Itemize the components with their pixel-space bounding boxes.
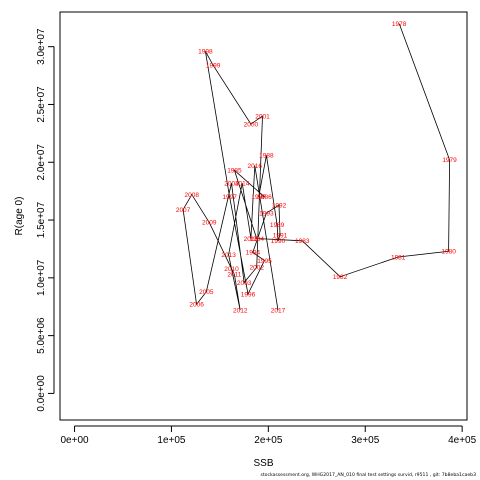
- year-label-2014: 2014: [235, 180, 250, 187]
- y-axis-title: R(age 0): [14, 197, 25, 236]
- year-label-2012: 2012: [233, 307, 248, 314]
- year-label-2011: 2011: [227, 272, 241, 279]
- year-label-1980: 1980: [441, 249, 456, 256]
- year-label-1991: 1991: [273, 232, 288, 239]
- year-label-2008: 2008: [185, 192, 200, 199]
- year-label-2004: 2004: [224, 180, 239, 187]
- y-tick-label: 0.0e+00: [36, 375, 47, 412]
- y-tick-label: 2.5e+07: [36, 86, 47, 123]
- year-label-2016: 2016: [248, 163, 263, 170]
- year-label-1996: 1996: [241, 291, 256, 298]
- x-tick-label: 0e+00: [60, 435, 89, 446]
- year-label-2006: 2006: [189, 302, 204, 309]
- year-label-1984: 1984: [249, 236, 264, 243]
- year-label-1988: 1988: [259, 153, 274, 160]
- year-label-1985: 1985: [227, 168, 242, 175]
- year-label-1982: 1982: [333, 274, 348, 281]
- year-label-2002: 2002: [249, 265, 264, 272]
- year-label-2015: 2015: [244, 236, 259, 243]
- footer-caption: stockassessment.org, WHG2017_AN_010 fina…: [260, 473, 476, 478]
- year-label-2000: 2000: [244, 121, 259, 128]
- year-label-1990: 1990: [271, 238, 286, 245]
- year-label-1997: 1997: [222, 194, 237, 201]
- year-label-1987: 1987: [251, 194, 266, 201]
- y-tick-label: 2.0e+07: [36, 144, 47, 181]
- year-label-2009: 2009: [202, 220, 217, 227]
- year-label-1979: 1979: [442, 157, 457, 164]
- year-label-2003: 2003: [237, 280, 252, 287]
- year-label-2010: 2010: [224, 266, 239, 273]
- x-tick-label: 1e+05: [157, 435, 186, 446]
- y-tick-label: 3.0e+07: [36, 28, 47, 65]
- year-label-1983: 1983: [295, 238, 310, 245]
- y-tick-label: 1.5e+07: [36, 201, 47, 238]
- year-label-1995: 1995: [257, 258, 272, 265]
- axes: 0e+00 1e+05 2e+05 3e+05 4e+05 0.0e+00 5.0e+06 1…: [36, 28, 477, 446]
- year-label-1999: 1999: [206, 62, 221, 69]
- year-label-2017: 2017: [271, 307, 286, 314]
- year-label-2013: 2013: [221, 252, 236, 259]
- x-tick-label: 2e+05: [254, 435, 283, 446]
- y-tick-label: 5.0e+06: [36, 317, 47, 354]
- y-tick-label: 1.0e+07: [36, 259, 47, 296]
- series-path-group: [182, 23, 451, 311]
- year-label-1998: 1998: [198, 49, 213, 56]
- year-label-1993: 1993: [259, 210, 274, 217]
- x-tick-label: 3e+05: [351, 435, 380, 446]
- x-axis-title: SSB: [253, 458, 273, 469]
- x-tick-label: 4e+05: [448, 435, 477, 446]
- year-label-1992: 1992: [272, 202, 287, 209]
- year-label-1986: 1986: [257, 194, 272, 201]
- plot-frame: [59, 11, 468, 421]
- stock-recruitment-path: [182, 23, 451, 311]
- year-label-1989: 1989: [270, 222, 285, 229]
- year-label-group: 1978 1979 1980 1981 1982 1983 1984 1985 19861987…: [176, 21, 457, 315]
- year-label-2007: 2007: [176, 207, 191, 214]
- year-label-2001: 2001: [255, 113, 270, 120]
- year-label-1994: 1994: [246, 250, 261, 257]
- year-label-2005: 2005: [199, 289, 214, 296]
- year-label-1978: 1978: [392, 21, 407, 28]
- year-label-1981: 1981: [391, 254, 406, 261]
